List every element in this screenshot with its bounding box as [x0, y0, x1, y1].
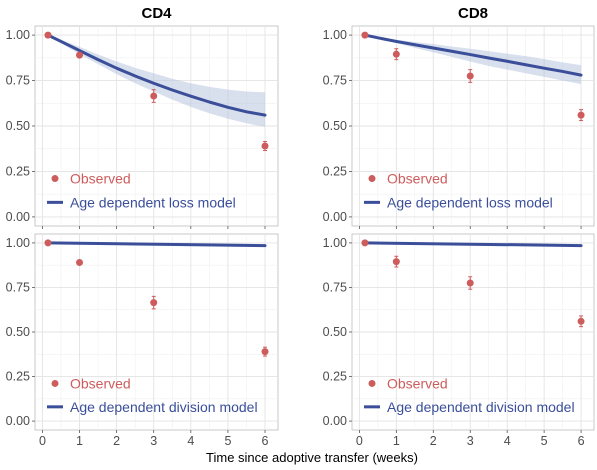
- x-tick-label: 2: [113, 434, 120, 448]
- y-tick-label: 0.50: [6, 325, 30, 339]
- legend-model-label: Age dependent division model: [387, 399, 575, 415]
- y-tick-label: 0.25: [6, 370, 30, 384]
- x-tick-label: 6: [262, 434, 269, 448]
- y-tick-label: 0.00: [6, 414, 30, 428]
- legend-observed-key: [368, 175, 376, 183]
- model-line: [46, 33, 267, 117]
- y-tick-label: 0.50: [6, 119, 30, 133]
- y-tick-label: 1.00: [323, 236, 347, 250]
- y-tick-label: 1.00: [6, 28, 30, 42]
- legend-observed-label: Observed: [387, 375, 448, 391]
- panel-cd4-row1: 0.00 0.25 0.50 0.75 1.00 Observed Age dependen…: [6, 25, 279, 229]
- x-tick-label: 2: [430, 434, 437, 448]
- legend-observed-key: [368, 379, 376, 387]
- x-tick-label: 4: [504, 434, 511, 448]
- y-tick-label: 0.00: [6, 210, 30, 224]
- x-tick-label: 0: [356, 434, 363, 448]
- panel-cd8-row2: 0.00 0.25 0.50 0.75 1.00 0 1 2 3 4 5 6 Observed Age d…: [323, 233, 595, 448]
- panel-cd4-row2: 0.00 0.25 0.50 0.75 1.00 0 1 2 3 4 5 6 Observed Age d…: [6, 233, 279, 448]
- facet-title-cd4: CD4: [141, 5, 172, 22]
- legend-model-label: Age dependent division model: [70, 399, 258, 415]
- observed-point: [392, 258, 400, 266]
- x-tick-label: 1: [393, 434, 400, 448]
- y-tick-label: 0.50: [323, 119, 347, 133]
- facet-title-cd8: CD8: [458, 5, 488, 22]
- observed-point: [466, 72, 474, 80]
- observed-point: [44, 239, 52, 247]
- y-tick-label: 0.00: [323, 210, 347, 224]
- observed-point: [150, 92, 158, 100]
- x-tick-label: 3: [150, 434, 157, 448]
- x-tick-label: 0: [39, 434, 46, 448]
- observed-point: [76, 51, 84, 59]
- observed-point: [261, 348, 269, 356]
- y-tick-label: 0.75: [323, 280, 347, 294]
- legend-model-label: Age dependent loss model: [70, 194, 236, 210]
- x-tick-label: 1: [76, 434, 83, 448]
- observed-point: [150, 299, 158, 307]
- y-tick-label: 0.25: [323, 370, 347, 384]
- observed-point: [466, 279, 474, 287]
- x-tick-label: 6: [578, 434, 585, 448]
- legend-observed-label: Observed: [70, 171, 131, 187]
- legend-observed-key: [51, 379, 59, 387]
- panel-cd8-row1: 0.00 0.25 0.50 0.75 1.00 Observed Age dependen…: [323, 25, 595, 229]
- model-confidence-band: [364, 35, 582, 85]
- legend-observed-label: Observed: [387, 171, 448, 187]
- y-tick-label: 0.50: [323, 325, 347, 339]
- observed-point: [361, 31, 369, 39]
- y-tick-label: 0.25: [6, 164, 30, 178]
- x-tick-label: 4: [187, 434, 194, 448]
- y-tick-label: 0.75: [323, 74, 347, 88]
- x-tick-label: 5: [224, 434, 231, 448]
- y-tick-label: 1.00: [6, 236, 30, 250]
- legend-observed-label: Observed: [70, 375, 131, 391]
- observed-point: [76, 259, 84, 267]
- y-tick-label: 1.00: [323, 28, 347, 42]
- model-line: [363, 241, 583, 248]
- y-tick-label: 0.25: [323, 164, 347, 178]
- observed-point: [361, 239, 369, 247]
- y-tick-label: 0.00: [323, 414, 347, 428]
- x-tick-label: 3: [467, 434, 474, 448]
- observed-point: [261, 142, 269, 150]
- y-tick-label: 0.75: [6, 280, 30, 294]
- observed-point: [44, 31, 52, 39]
- legend-model-label: Age dependent loss model: [387, 194, 553, 210]
- legend-observed-key: [51, 175, 59, 183]
- x-axis-title: Time since adoptive transfer (weeks): [206, 450, 418, 465]
- observed-point: [392, 50, 400, 58]
- y-tick-label: 0.75: [6, 74, 30, 88]
- observed-point: [577, 111, 585, 119]
- model-line: [363, 33, 583, 77]
- observed-point: [577, 317, 585, 325]
- model-line: [46, 241, 267, 248]
- x-tick-label: 5: [541, 434, 548, 448]
